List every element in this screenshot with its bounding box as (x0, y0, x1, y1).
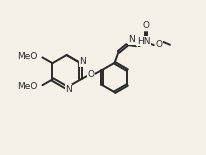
Text: MeO: MeO (17, 52, 38, 61)
Text: HN: HN (137, 37, 150, 46)
Text: N: N (65, 85, 72, 94)
Text: N: N (79, 57, 86, 66)
Text: N: N (128, 35, 135, 44)
Text: O: O (88, 70, 95, 79)
Text: MeO: MeO (17, 82, 38, 91)
Text: O: O (155, 40, 162, 49)
Text: O: O (143, 21, 150, 30)
